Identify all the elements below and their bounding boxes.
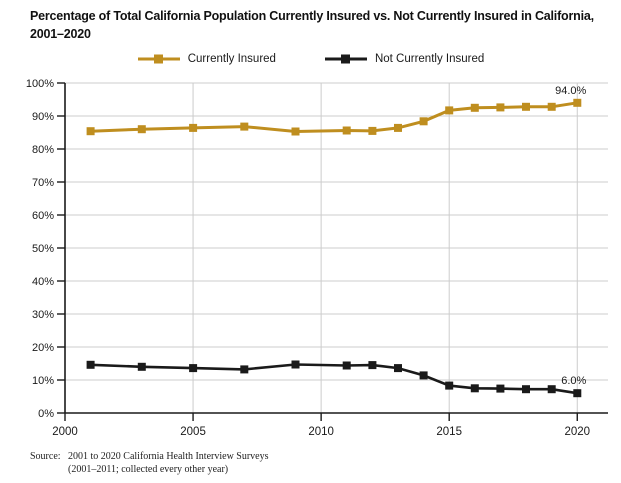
data-point-marker <box>470 103 479 112</box>
data-point-marker <box>86 360 95 369</box>
svg-text:30%: 30% <box>32 309 54 321</box>
svg-text:2005: 2005 <box>180 426 206 438</box>
source-note: Source: 2001 to 2020 California Health I… <box>30 451 269 476</box>
legend: Currently Insured Not Currently Insured <box>0 53 621 65</box>
data-point-marker <box>137 362 146 371</box>
data-point-marker <box>368 126 377 135</box>
source-text: 2001 to 2020 California Health Interview… <box>68 451 269 475</box>
y-grid-and-ticks: 0% 10% 20% 30% 40% 50% 60% 70% 80% 90% 100% <box>26 78 608 420</box>
end-value-label: 6.0% <box>561 375 586 387</box>
data-point-marker <box>496 384 505 393</box>
data-point-marker <box>394 123 402 132</box>
series-currently-insured: 94.0% <box>86 85 587 136</box>
data-point-marker <box>368 361 377 370</box>
data-point-marker <box>419 371 428 380</box>
svg-text:60%: 60% <box>32 210 54 222</box>
data-point-marker <box>522 102 530 111</box>
data-point-marker <box>573 98 582 107</box>
data-point-marker <box>445 381 454 390</box>
svg-text:20%: 20% <box>32 342 54 354</box>
data-point-marker <box>240 122 249 131</box>
svg-text:100%: 100% <box>26 78 54 90</box>
line-chart: 0%10%20%30%40%50%60%70%80%90%100%2000 200… <box>26 78 608 438</box>
data-point-marker <box>496 103 505 112</box>
svg-text:90%: 90% <box>32 111 54 123</box>
svg-text:2010: 2010 <box>308 426 334 438</box>
data-point-marker <box>291 360 300 369</box>
data-point-marker <box>470 384 479 393</box>
data-point-marker <box>189 123 198 132</box>
plot-area: 0% 10% 20% 30% 40% 50% 60% 70% 80% 90% 100% 2000 200… <box>0 75 621 455</box>
data-point-marker <box>189 364 198 373</box>
x-grid-and-ticks: 2000 2005 2010 2015 2020 <box>52 83 590 438</box>
legend-label-currently-insured: Currently Insured <box>187 53 276 65</box>
svg-text:2015: 2015 <box>436 426 462 438</box>
svg-text:2020: 2020 <box>564 426 590 438</box>
data-point-marker <box>547 102 556 111</box>
data-point-marker <box>291 127 300 136</box>
svg-text:40%: 40% <box>32 276 54 288</box>
data-point-marker <box>573 389 582 398</box>
data-point-marker <box>445 106 454 115</box>
svg-text:50%: 50% <box>32 243 54 255</box>
svg-text:70%: 70% <box>32 177 54 189</box>
data-point-marker <box>342 126 351 135</box>
data-point-marker <box>522 385 530 394</box>
legend-item-currently-insured: Currently Insured <box>137 53 276 65</box>
source-label: Source: <box>30 451 61 462</box>
data-point-marker <box>394 364 402 373</box>
svg-text:10%: 10% <box>32 375 54 387</box>
legend-label-not-currently-insured: Not Currently Insured <box>374 53 485 65</box>
svg-text:0%: 0% <box>38 408 54 420</box>
data-point-marker <box>240 365 249 374</box>
data-point-marker <box>86 127 95 136</box>
legend-swatch-currently-insured-icon <box>137 54 180 64</box>
data-point-marker <box>342 361 351 370</box>
axes <box>64 83 608 414</box>
data-point-marker <box>547 385 556 394</box>
series-not-currently-insured: 6.0% <box>86 360 587 398</box>
data-point-marker <box>419 117 428 126</box>
legend-item-not-currently-insured: Not Currently Insured <box>324 53 484 65</box>
chart-title: Percentage of Total California Populatio… <box>30 9 594 41</box>
svg-text:2000: 2000 <box>52 426 78 438</box>
svg-text:80%: 80% <box>32 144 54 156</box>
data-point-marker <box>137 125 146 134</box>
legend-swatch-not-currently-insured-icon <box>324 54 367 64</box>
end-value-label: 94.0% <box>555 85 586 97</box>
